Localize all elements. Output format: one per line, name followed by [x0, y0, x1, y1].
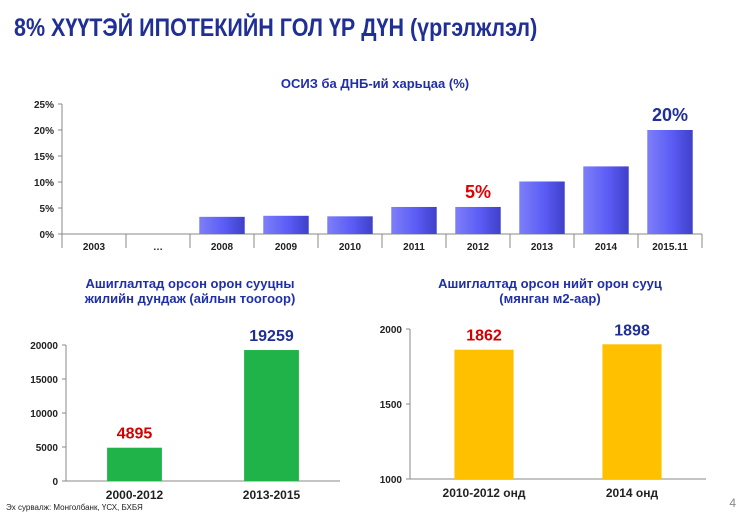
chart2-bar [244, 350, 299, 481]
chart1-bar [327, 216, 373, 234]
chart1-ytick-label: 25% [34, 100, 54, 111]
chart1-data-label: 20% [652, 105, 688, 125]
chart3-xtick-label: 2014 онд [606, 486, 659, 500]
chart1-ytick-label: 5% [40, 204, 55, 215]
chart1-title: ОСИЗ ба ДНБ-ий харьцаа (%) [280, 76, 470, 91]
chart1-xtick-label: 2003 [83, 242, 106, 253]
chart3-ytick-label: 1500 [380, 400, 403, 411]
slide-title: 8% ХҮҮТЭЙ ИПОТЕКИЙН ГОЛ ҮР ДҮН (үргэлжлэ… [14, 14, 538, 42]
chart2-bar [107, 447, 162, 481]
chart1-ytick-label: 20% [34, 126, 54, 137]
chart1-xtick-label: … [153, 242, 163, 253]
chart3-xtick-label: 2010-2012 онд [443, 486, 526, 500]
chart3-data-label: 1898 [614, 322, 650, 339]
chart3-bar [602, 344, 662, 479]
chart1-bar [647, 130, 693, 234]
chart1-bar [583, 166, 629, 234]
chart1-ytick-label: 10% [34, 178, 54, 189]
chart3-title-line1: Ашиглалтад орсон нийт орон сууц [438, 276, 662, 291]
chart2-xtick-label: 2000-2012 [106, 488, 164, 502]
chart1-xtick-label: 2012 [467, 242, 490, 253]
chart1-xtick-label: 2014 [595, 242, 618, 253]
chart3-title-line2: (мянган м2-аар) [499, 291, 601, 306]
chart1-bar [455, 206, 501, 234]
chart2-title-line1: Ашиглалтад орсон орон сууцны [85, 276, 295, 291]
chart2-xtick-label: 2013-2015 [243, 488, 301, 502]
chart1-bar [263, 215, 309, 234]
chart2-data-label: 19259 [249, 328, 294, 345]
chart3-title: Ашиглалтад орсон нийт орон сууц (мянган … [400, 276, 700, 306]
chart1-ytick-label: 0% [40, 230, 55, 241]
chart1-ytick-label: 15% [34, 152, 54, 163]
chart2-ytick-label: 0 [52, 477, 58, 488]
chart2-ytick-label: 20000 [30, 341, 58, 352]
chart1-xtick-label: 2009 [275, 242, 298, 253]
page-number: 4 [729, 496, 736, 510]
source-note: Эх сурвалж: Монголбанк, ҮСХ, БХБЯ [6, 503, 143, 512]
chart1-bar [519, 181, 565, 234]
chart1-xtick-label: 2010 [339, 242, 362, 253]
chart1-bar [391, 206, 437, 234]
chart2-title-line2: жилийн дундаж (айлын тоогоор) [84, 291, 296, 306]
chart3-bar [454, 349, 514, 479]
chart2-ytick-label: 15000 [30, 375, 58, 386]
chart3-ytick-label: 1000 [380, 475, 403, 486]
chart2-data-label: 4895 [117, 426, 153, 443]
chart2-ytick-label: 5000 [36, 443, 59, 454]
chart1-bar [199, 216, 245, 234]
chart3-data-label: 1862 [466, 328, 502, 345]
chart2-title: Ашиглалтад орсон орон сууцны жилийн дунд… [40, 276, 340, 306]
chart1-xtick-label: 2008 [211, 242, 234, 253]
chart1-xtick-label: 2015.11 [652, 242, 688, 253]
chart1-xtick-label: 2013 [531, 242, 554, 253]
chart3-ytick-label: 2000 [380, 325, 403, 336]
chart1-data-label: 5% [465, 182, 491, 202]
chart2-ytick-label: 10000 [30, 409, 58, 420]
chart1-xtick-label: 2011 [403, 242, 425, 253]
